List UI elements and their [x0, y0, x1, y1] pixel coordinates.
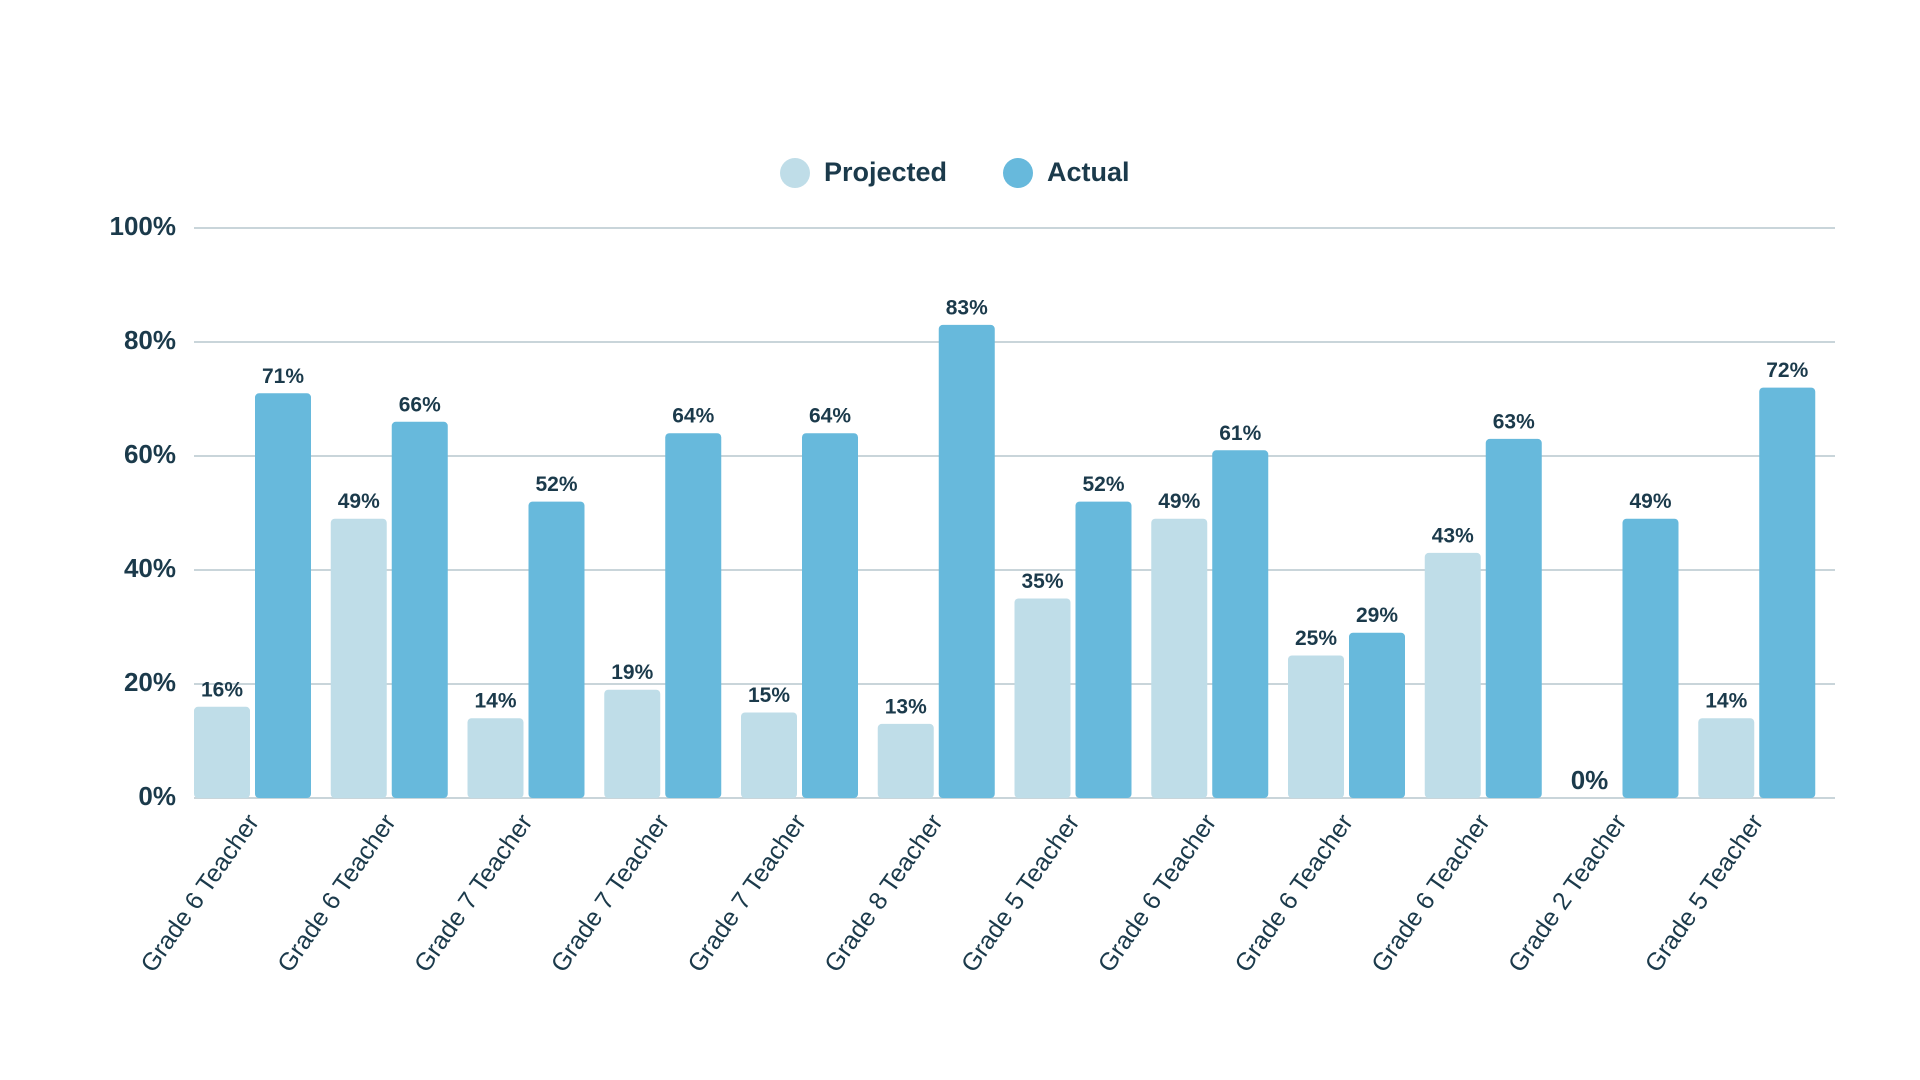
- value-label: 35%: [1021, 570, 1063, 593]
- bar: [604, 689, 661, 798]
- x-tick-label: Grade 7 Teacher: [409, 809, 538, 977]
- value-label: 71%: [262, 365, 304, 388]
- bar: [528, 501, 585, 798]
- bar: [802, 433, 858, 798]
- bar: [877, 723, 934, 798]
- value-label: 25%: [1295, 627, 1337, 650]
- bar: [665, 433, 722, 798]
- value-label: 83%: [946, 296, 988, 319]
- x-tick-label: Grade 8 Teacher: [819, 809, 948, 977]
- bar: [1288, 655, 1344, 798]
- value-label: 29%: [1356, 604, 1398, 627]
- bar: [194, 706, 250, 798]
- x-tick-label: Grade 7 Teacher: [546, 809, 675, 977]
- y-tick-label: 60%: [124, 439, 176, 469]
- value-label: 64%: [672, 405, 714, 428]
- legend-label: Actual: [1047, 157, 1130, 187]
- value-label: 15%: [748, 684, 790, 707]
- legend-marker: [1003, 158, 1033, 188]
- value-label: 63%: [1493, 410, 1535, 433]
- value-label: 43%: [1432, 524, 1474, 547]
- value-label: 14%: [1705, 690, 1747, 713]
- bar: [938, 324, 995, 798]
- x-tick-label: Grade 5 Teacher: [956, 809, 1085, 977]
- value-label: 64%: [809, 405, 851, 428]
- y-tick-label: 0%: [138, 781, 176, 811]
- bar: [1698, 718, 1755, 798]
- bar: [1212, 450, 1269, 798]
- y-tick-label: 20%: [124, 667, 176, 697]
- value-label: 52%: [1082, 473, 1124, 496]
- value-label: 19%: [611, 661, 653, 684]
- y-tick-label: 100%: [110, 211, 177, 241]
- x-tick-label: Grade 2 Teacher: [1503, 809, 1632, 977]
- bar: [1759, 387, 1816, 798]
- x-tick-label: Grade 7 Teacher: [682, 809, 811, 977]
- bar: [467, 718, 524, 798]
- bar: [255, 393, 311, 798]
- value-label: 16%: [201, 678, 243, 701]
- bar: [1485, 438, 1542, 798]
- bar: [330, 518, 387, 798]
- x-tick-label: Grade 6 Teacher: [272, 809, 401, 977]
- bar: [1622, 518, 1679, 798]
- value-label: 0%: [1571, 765, 1609, 795]
- value-label: 13%: [885, 695, 927, 718]
- x-tick-label: Grade 6 Teacher: [135, 809, 264, 977]
- bar: [1075, 501, 1132, 798]
- value-label: 49%: [1629, 490, 1671, 513]
- bar: [1151, 518, 1208, 798]
- value-label: 52%: [535, 473, 577, 496]
- bar: [741, 712, 797, 798]
- value-label: 66%: [399, 393, 441, 416]
- x-tick-label: Grade 6 Teacher: [1093, 809, 1222, 977]
- y-tick-label: 80%: [124, 325, 176, 355]
- legend-marker: [780, 158, 810, 188]
- value-label: 14%: [474, 690, 516, 713]
- x-tick-label: Grade 5 Teacher: [1640, 809, 1769, 977]
- value-label: 49%: [338, 490, 380, 513]
- bar: [1424, 552, 1481, 798]
- x-tick-label: Grade 6 Teacher: [1229, 809, 1358, 977]
- bar: [391, 421, 448, 798]
- y-tick-label: 40%: [124, 553, 176, 583]
- bar: [1014, 598, 1071, 798]
- x-tick-label: Grade 6 Teacher: [1366, 809, 1495, 977]
- legend-label: Projected: [824, 157, 947, 187]
- value-label: 72%: [1766, 359, 1808, 382]
- bar: [1349, 632, 1405, 798]
- value-label: 49%: [1158, 490, 1200, 513]
- value-label: 61%: [1219, 422, 1261, 445]
